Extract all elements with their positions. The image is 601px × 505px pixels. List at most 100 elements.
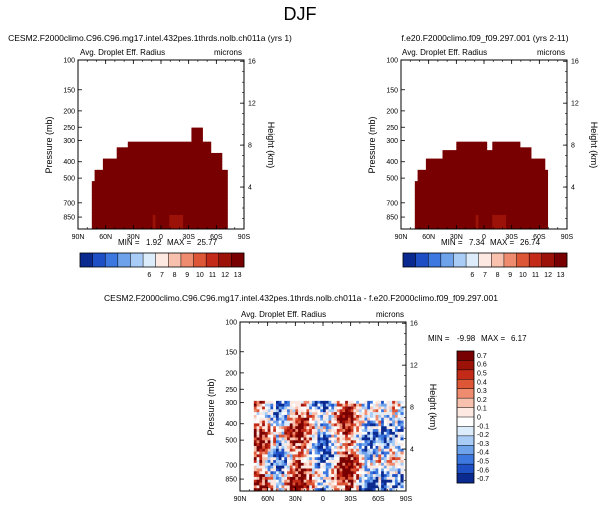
- contour-cell: [478, 198, 482, 202]
- contour-cell: [224, 172, 228, 176]
- contour-cell: [428, 164, 432, 168]
- contour-cell: [177, 203, 181, 207]
- contour-cell: [464, 198, 468, 202]
- contour-cell: [270, 454, 274, 458]
- contour-cell: [94, 212, 98, 216]
- contour-cell: [149, 198, 154, 202]
- contour-cell: [141, 144, 145, 148]
- contour-cell: [331, 465, 335, 469]
- contour-cell: [185, 169, 190, 174]
- contour-cell: [303, 403, 307, 407]
- contour-cell: [205, 172, 209, 176]
- contour-cell: [169, 217, 173, 221]
- contour-cell: [484, 158, 488, 162]
- contour-cell: [270, 406, 274, 410]
- contour-cell: [425, 181, 430, 185]
- contour-cell: [100, 178, 104, 182]
- contour-cell: [130, 183, 134, 188]
- contour-cell: [122, 203, 126, 207]
- contour-cell: [108, 164, 112, 168]
- contour-cell: [314, 412, 318, 416]
- contour-cell: [199, 186, 203, 190]
- contour-cell: [386, 465, 390, 469]
- contour-cell: [194, 167, 198, 171]
- contour-cell: [442, 169, 446, 174]
- contour-cell: [289, 471, 293, 475]
- contour-cell: [213, 161, 217, 165]
- contour-cell: [347, 409, 352, 413]
- contour-cell: [256, 403, 260, 407]
- contour-cell: [180, 178, 184, 182]
- y-tick-label: 850: [63, 215, 75, 222]
- contour-cell: [400, 440, 404, 444]
- y-tick-label-right: 4: [571, 185, 575, 192]
- contour-cell: [539, 206, 543, 210]
- contour-cell: [533, 172, 537, 176]
- contour-cell: [539, 203, 543, 207]
- contour-cell: [317, 485, 321, 489]
- contour-cell: [224, 181, 228, 185]
- contour-cell: [489, 183, 493, 188]
- contour-cell: [539, 200, 543, 205]
- contour-cell: [414, 217, 418, 221]
- contour-cell: [172, 200, 176, 205]
- contour-cell: [350, 462, 354, 467]
- contour-cell: [517, 155, 521, 159]
- contour-cell: [383, 476, 388, 481]
- contour-cell: [436, 192, 441, 196]
- contour-cell: [292, 434, 296, 438]
- contour-cell: [275, 465, 280, 469]
- contour-cell: [281, 471, 285, 475]
- contour-cell: [191, 181, 195, 185]
- contour-cell: [163, 141, 167, 145]
- panel-units: microns: [214, 48, 242, 57]
- contour-cell: [298, 485, 302, 489]
- contour-cell: [202, 226, 206, 229]
- contour-cell: [350, 434, 354, 438]
- contour-cell: [185, 164, 190, 168]
- contour-cell: [414, 200, 418, 205]
- contour-cell: [273, 445, 277, 450]
- contour-cell: [113, 164, 118, 168]
- contour-cell: [180, 192, 184, 196]
- contour-cell: [323, 443, 327, 447]
- contour-cell: [196, 195, 201, 199]
- contour-cell: [191, 226, 195, 229]
- contour-cell: [303, 479, 307, 483]
- contour-cell: [284, 414, 288, 419]
- contour-cell: [492, 144, 496, 148]
- contour-cell: [323, 488, 327, 491]
- contour-cell: [127, 152, 131, 157]
- contour-cell: [389, 476, 393, 481]
- contour-cell: [389, 406, 393, 410]
- contour-cell: [127, 144, 131, 148]
- contour-cell: [442, 226, 446, 229]
- contour-cell: [292, 485, 296, 489]
- contour-cell: [334, 420, 338, 424]
- contour-cell: [177, 212, 181, 216]
- contour-cell: [320, 417, 324, 421]
- contour-cell: [464, 152, 468, 157]
- contour-cell: [138, 158, 143, 162]
- contour-cell: [188, 206, 192, 210]
- colorbar-swatch: [457, 445, 474, 456]
- contour-cell: [253, 412, 257, 416]
- contour-cell: [275, 462, 280, 467]
- contour-cell: [533, 195, 537, 199]
- contour-cell: [464, 141, 468, 145]
- contour-cell: [358, 457, 363, 461]
- contour-cell: [100, 198, 104, 202]
- contour-cell: [303, 485, 307, 489]
- contour-cell: [347, 443, 352, 447]
- contour-cell: [361, 460, 365, 464]
- contour-cell: [275, 431, 280, 436]
- contour-cell: [149, 209, 154, 213]
- contour-cell: [113, 186, 118, 190]
- contour-cell: [133, 152, 137, 157]
- contour-cell: [298, 423, 302, 427]
- contour-cell: [169, 164, 173, 168]
- contour-cell: [492, 181, 496, 185]
- contour-cell: [522, 178, 526, 182]
- contour-cell: [196, 130, 201, 134]
